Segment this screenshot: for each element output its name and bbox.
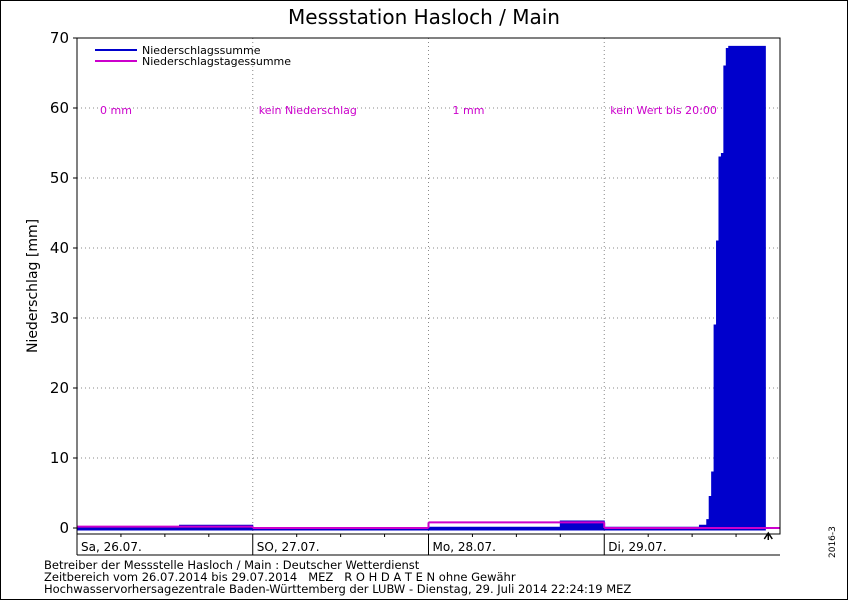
grid (77, 37, 780, 534)
y-tick-label: 0 (59, 519, 69, 537)
legend-daily-label: Niederschlagstagessumme (142, 55, 291, 68)
plot-area: 0 mm kein Niederschlag 1 mm kein Wert bis 2… (76, 45, 780, 540)
day-label: Di, 29.07. (608, 540, 666, 554)
y-tick-label: 40 (50, 239, 69, 257)
day-total-label: 0 mm (100, 104, 132, 117)
day-total-label: kein Niederschlag (259, 104, 357, 117)
series-sum-area (76, 45, 766, 531)
y-tick-label: 10 (50, 449, 69, 467)
day-total-label: kein Wert bis 20:00 (610, 104, 717, 117)
side-id: 2016-3 (828, 526, 838, 558)
y-axis-label: Niederschlag [mm] (25, 219, 41, 353)
x-axis-days: Sa, 26.07. SO, 27.07. Mo, 28.07. Di, 29.07. (76, 534, 780, 556)
day-label: Sa, 26.07. (81, 540, 142, 554)
footer-operator: Betreiber der Messstelle Hasloch / Main … (44, 558, 420, 572)
y-tick-label: 50 (50, 169, 69, 187)
y-tick-label: 30 (50, 309, 69, 327)
day-label: Mo, 28.07. (433, 540, 497, 554)
y-tick-label: 20 (50, 379, 69, 397)
day-total-label: 1 mm (453, 104, 485, 117)
legend: Niederschlagssumme Niederschlagstagessum… (95, 44, 291, 68)
chart-title: Messstation Hasloch / Main (288, 5, 560, 29)
y-tick-label: 70 (50, 29, 69, 47)
day-label: SO, 27.07. (257, 540, 320, 554)
y-axis: 0 10 20 30 40 50 60 70 (50, 29, 77, 537)
footer-source: Hochwasservorhersagezentrale Baden-Württ… (44, 582, 632, 596)
legend-sum-label: Niederschlagssumme (142, 44, 261, 57)
y-tick-label: 60 (50, 99, 69, 117)
footer-timerange: Zeitbereich vom 26.07.2014 bis 29.07.201… (44, 570, 516, 584)
